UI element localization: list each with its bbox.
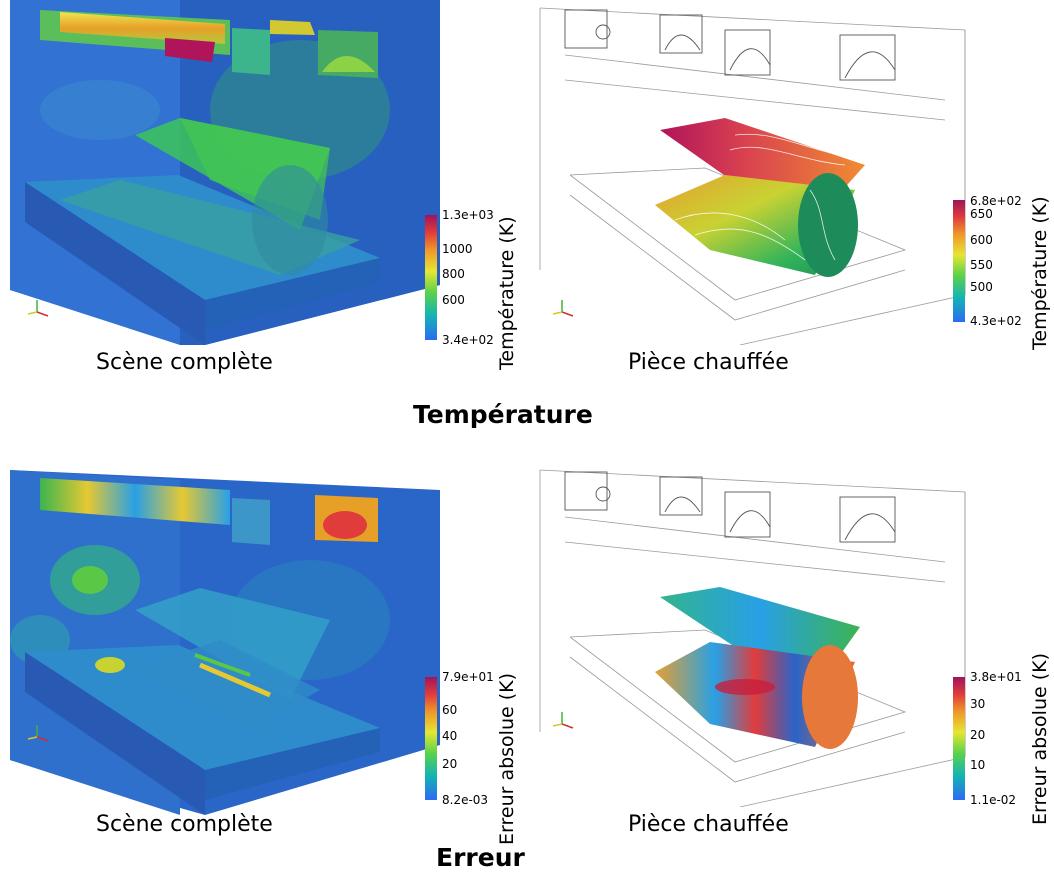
tick-label: 6.8e+02: [970, 194, 1022, 208]
colorbar-title: Température (K): [1029, 196, 1051, 350]
colorbar-title: Erreur absolue (K): [496, 672, 518, 845]
tick-label: 600: [442, 293, 465, 307]
caption-heated-part: Pièce chauffée: [628, 350, 789, 375]
tick-label: 10: [970, 758, 986, 772]
tick-label: 20: [970, 728, 986, 742]
tick-label: 8.2e-03: [442, 793, 489, 807]
tick-label: 4.3e+02: [970, 314, 1022, 328]
caption-heated-part: Pièce chauffée: [628, 812, 789, 837]
tick-label: 1.3e+03: [442, 208, 494, 222]
scene-temperature-render: [10, 0, 440, 345]
caption-full-scene: Scène complète: [96, 812, 273, 837]
tick-label: 600: [970, 233, 993, 247]
colorbar-temperature-scene: [425, 215, 437, 340]
colorbar-error-scene: [425, 677, 437, 800]
heated-part-temperature-render: [539, 7, 966, 345]
tick-label: 40: [442, 729, 458, 743]
tick-label: 1000: [442, 242, 473, 256]
section-title-error: Erreur: [436, 843, 525, 872]
caption-full-scene: Scène complète: [96, 350, 273, 375]
tick-label: 650: [970, 207, 993, 221]
heated-part-error-render: [539, 469, 966, 807]
tick-label: 3.4e+02: [442, 333, 494, 347]
colorbar-error-part: [953, 677, 965, 800]
tick-label: 60: [442, 703, 458, 717]
section-title-temperature: Température: [413, 400, 593, 429]
colorbar-temperature-part: [953, 200, 965, 322]
tick-label: 800: [442, 267, 465, 281]
tick-label: 3.8e+01: [970, 670, 1022, 684]
scene-error-render: [10, 470, 440, 815]
tick-label: 7.9e+01: [442, 670, 494, 684]
tick-label: 30: [970, 697, 986, 711]
tick-label: 20: [442, 757, 458, 771]
tick-label: 550: [970, 258, 993, 272]
colorbar-title: Erreur absolue (K): [1029, 652, 1051, 825]
tick-label: 500: [970, 280, 993, 294]
colorbar-title: Température (K): [496, 216, 518, 370]
tick-label: 1.1e-02: [970, 793, 1017, 807]
